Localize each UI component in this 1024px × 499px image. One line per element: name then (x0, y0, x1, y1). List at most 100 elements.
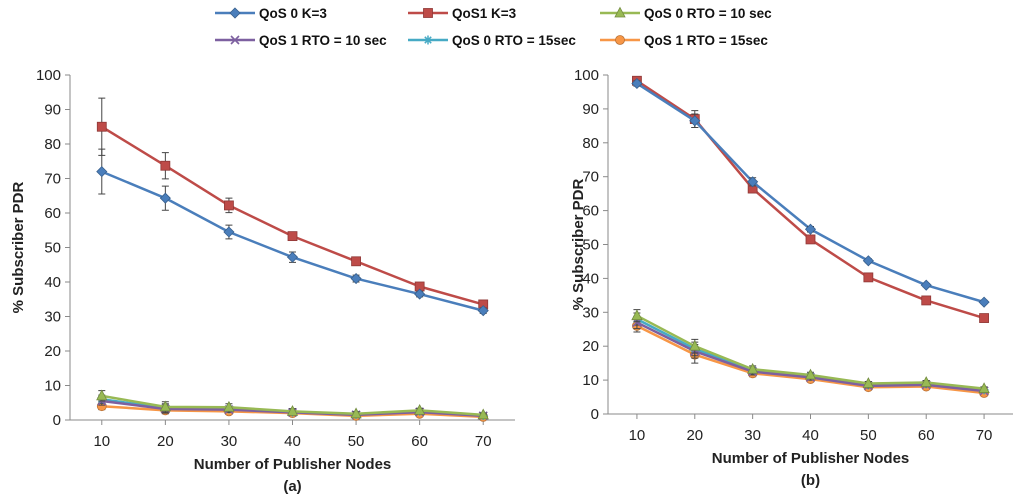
y-axis-title: % Subscriber PDR (10, 181, 27, 313)
data-point (978, 382, 990, 393)
data-point (979, 313, 989, 323)
legend-marker-icon (423, 35, 433, 45)
data-point (920, 279, 932, 291)
series-qos1_k3 (96, 97, 489, 310)
data-point (286, 251, 299, 263)
panel-subtitle: (b) (801, 472, 820, 489)
legend-item: QoS 0 K=3 (215, 6, 327, 21)
y-tick-label: 20 (44, 343, 61, 360)
legend-item: QoS1 K=3 (408, 6, 517, 21)
data-point (920, 376, 932, 387)
x-tick-label: 50 (348, 433, 365, 450)
y-tick-label: 60 (582, 203, 599, 220)
data-point (414, 288, 426, 300)
x-tick-label: 20 (686, 427, 703, 444)
y-axis-title: % Subscriber PDR (570, 178, 587, 310)
data-point (159, 192, 171, 204)
legend-label: QoS 0 RTO = 15sec (452, 33, 576, 48)
y-tick-label: 90 (44, 102, 61, 119)
y-tick-label: 30 (582, 304, 599, 321)
data-point (96, 121, 107, 132)
y-tick-label: 50 (44, 240, 61, 257)
legend-marker-icon (229, 7, 241, 19)
series-line (101, 125, 484, 306)
chart-panel-b: 0 10 20 30 40 50 60 70 80 90 100 10 20 30 40 50 60 70 Numb… (570, 67, 1013, 489)
y-tick-label: 20 (582, 338, 599, 355)
data-point (689, 115, 701, 127)
chart-panel-a: 0 10 20 30 40 50 60 70 80 90 100 10 20 30 40 50 60 70 Numb… (10, 67, 515, 495)
x-tick-label: 60 (918, 427, 935, 444)
legend-item: QoS 1 RTO = 10 sec (215, 33, 387, 48)
x-tick-label: 70 (475, 433, 492, 450)
series-qos0_k3 (631, 77, 990, 308)
x-tick-label: 10 (93, 433, 110, 450)
series-qos0_rto10 (631, 309, 990, 393)
x-tick-label: 50 (860, 427, 877, 444)
y-tick-label: 100 (574, 67, 599, 84)
data-point (863, 272, 874, 283)
x-tick-label: 30 (221, 433, 238, 450)
y-tick-label: 70 (582, 169, 599, 186)
data-point (351, 256, 361, 267)
series-qos1_k3 (632, 75, 989, 323)
data-point (96, 166, 108, 178)
legend-item: QoS 0 RTO = 10 sec (600, 6, 772, 21)
x-tick-label: 30 (744, 427, 761, 444)
y-tick-label: 40 (44, 274, 61, 291)
legend-label: QoS 0 K=3 (259, 6, 327, 21)
data-point (477, 305, 489, 317)
data-point (413, 403, 426, 415)
y-tick-label: 80 (582, 135, 599, 152)
y-tick-label: 10 (582, 372, 599, 389)
legend-marker-icon (614, 6, 626, 18)
legend-item: QoS 1 RTO = 15sec (600, 33, 768, 48)
data-point (862, 377, 875, 388)
y-tick-label: 0 (53, 412, 61, 429)
data-point (631, 309, 643, 321)
data-point (96, 389, 108, 401)
data-point (804, 368, 817, 380)
legend-label: QoS 1 RTO = 15sec (644, 33, 768, 48)
y-tick-label: 30 (44, 309, 61, 326)
panel-subtitle: (a) (283, 478, 301, 495)
data-point (287, 231, 298, 242)
data-point (862, 255, 874, 267)
data-point (224, 200, 234, 211)
series-line (636, 82, 985, 304)
x-axis-title: Number of Publisher Nodes (194, 456, 392, 473)
x-tick-label: 20 (157, 433, 174, 450)
legend-label: QoS 1 RTO = 10 sec (259, 33, 387, 48)
data-point (746, 362, 759, 374)
data-point (921, 295, 932, 306)
y-tick-label: 80 (44, 136, 61, 153)
data-point (350, 272, 362, 285)
legend-marker-icon (615, 35, 625, 45)
y-tick-label: 90 (582, 101, 599, 118)
data-point (350, 407, 362, 419)
data-point (689, 339, 701, 351)
x-tick-label: 40 (802, 427, 819, 444)
y-tick-label: 10 (44, 378, 61, 395)
legend-marker-icon (423, 8, 433, 18)
data-point (286, 405, 299, 416)
legend: QoS 0 K=3 QoS1 K=3 QoS 0 RTO = 10 sec QoS 1… (215, 6, 772, 48)
x-tick-label: 40 (284, 433, 301, 450)
y-tick-label: 40 (582, 270, 599, 287)
y-tick-label: 0 (591, 406, 599, 423)
legend-marker-icon (230, 35, 240, 45)
y-tick-label: 50 (582, 237, 599, 254)
data-point (159, 400, 172, 412)
series-qos0_k3 (96, 148, 489, 317)
data-point (477, 408, 489, 420)
data-point (223, 226, 235, 238)
x-tick-label: 70 (976, 427, 993, 444)
legend-label: QoS1 K=3 (452, 6, 517, 21)
data-point (223, 400, 235, 412)
data-point (747, 176, 759, 188)
y-tick-label: 100 (36, 67, 61, 84)
legend-label: QoS 0 RTO = 10 sec (644, 6, 772, 21)
x-axis-title: Number of Publisher Nodes (712, 450, 910, 467)
data-point (631, 77, 643, 90)
x-tick-label: 60 (411, 433, 428, 450)
